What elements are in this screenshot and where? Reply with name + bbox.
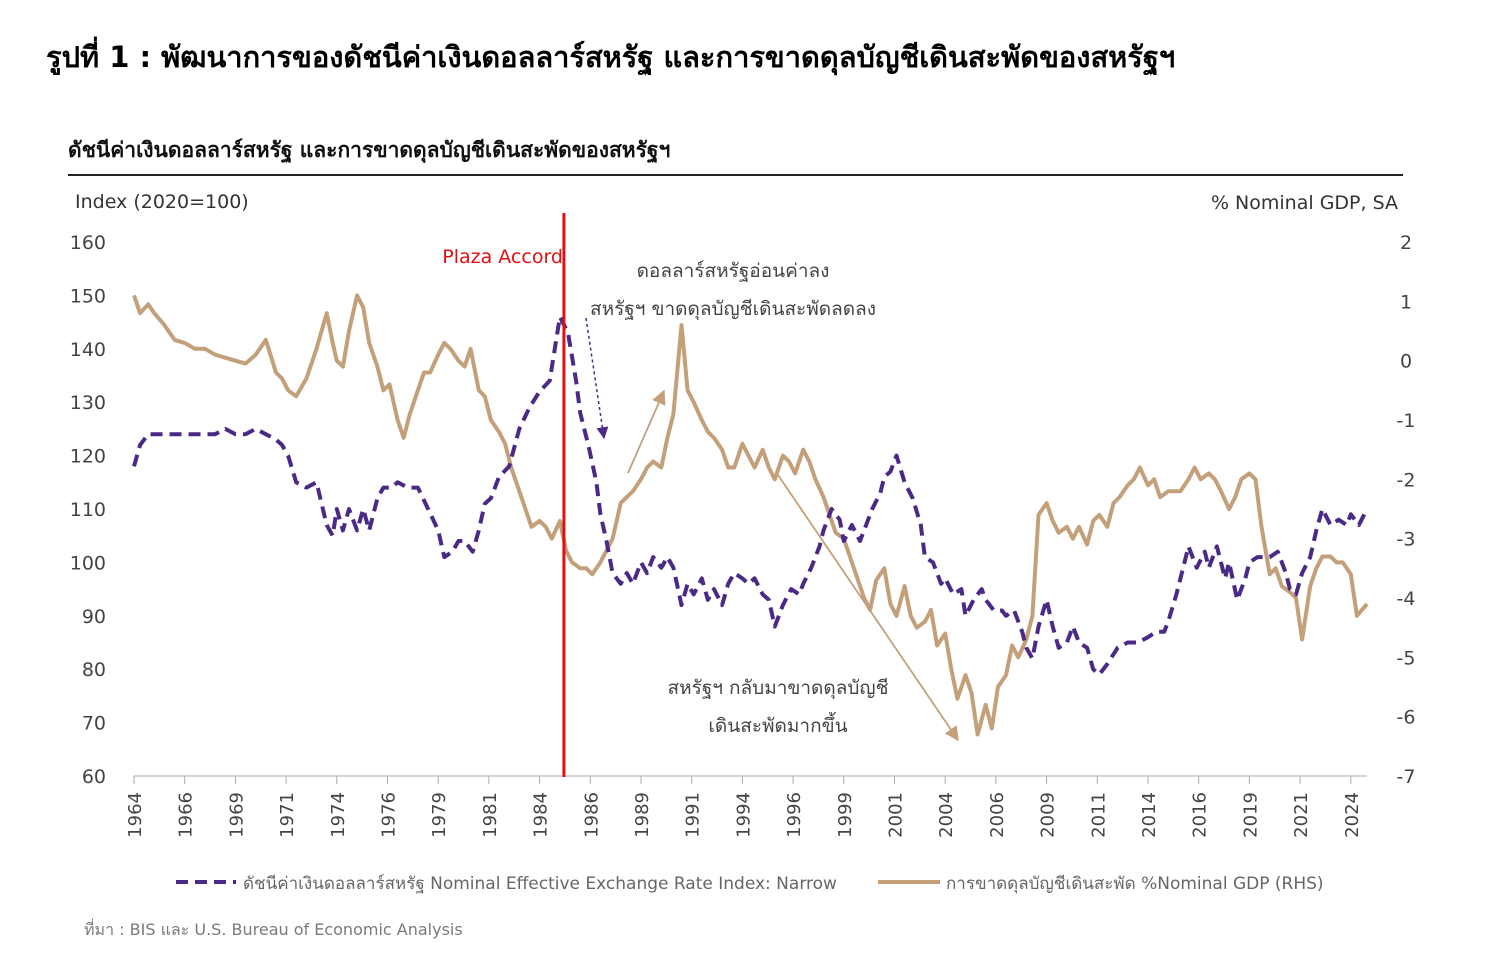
x-tick-label: 1984	[531, 792, 552, 838]
x-tick-label: 2004	[936, 792, 957, 838]
x-tick-label: 1974	[328, 792, 349, 838]
left-tick-label: 90	[82, 606, 106, 628]
x-tick-label: 2021	[1291, 792, 1312, 838]
right-tick-label: -4	[1397, 588, 1416, 610]
x-tick-label: 1994	[733, 792, 754, 838]
x-tick-label: 1976	[378, 792, 399, 838]
x-tick-label: 2001	[885, 792, 906, 838]
annotation-deficit-2: เดินสะพัดมากขึ้น	[708, 712, 847, 737]
left-tick-label: 150	[70, 285, 106, 307]
right-tick-label: 0	[1400, 351, 1412, 373]
right-axis-label: % Nominal GDP, SA	[1211, 192, 1398, 214]
annotation-deficit-1: สหรัฐฯ กลับมาขาดดุลบัญชี	[667, 677, 888, 700]
annotation-weaker-dollar-2: สหรัฐฯ ขาดดุลบัญชีเดินสะพัดลดลง	[590, 298, 876, 321]
x-tick-label: 1981	[480, 792, 501, 838]
figure-title: รูปที่ 1 : พัฒนาการของดัชนีค่าเงินดอลลาร…	[46, 40, 1176, 74]
right-axis-ticks: 2 1 0 -1 -2 -3 -4 -5 -6 -7	[1397, 232, 1416, 788]
x-tick-label: 1986	[581, 792, 602, 838]
title-divider	[68, 174, 1403, 176]
left-tick-label: 120	[70, 446, 106, 468]
x-tick-label: 2006	[987, 792, 1008, 838]
legend: ดัชนีค่าเงินดอลลาร์สหรัฐ Nominal Effecti…	[176, 874, 1324, 894]
right-tick-label: -5	[1397, 647, 1416, 669]
x-tick-label: 1971	[277, 792, 298, 838]
x-tick-label: 1969	[226, 792, 247, 838]
right-tick-label: -7	[1397, 766, 1416, 788]
left-tick-label: 80	[82, 659, 106, 681]
x-tick-label: 1964	[125, 792, 146, 838]
current-account-line	[132, 293, 1369, 737]
annotation-weaker-dollar-1: ดอลลาร์สหรัฐอ่อนค่าลง	[637, 260, 830, 282]
x-tick-label: 1996	[784, 792, 805, 838]
x-axis-ticks: 1964 1966 1969 1971 1974 1976 1979 1981 1984 1986…	[125, 776, 1363, 838]
left-tick-label: 110	[70, 499, 106, 521]
left-tick-label: 140	[70, 339, 106, 361]
right-tick-label: -3	[1397, 529, 1416, 551]
x-tick-label: 2009	[1038, 792, 1059, 838]
x-tick-label: 1979	[429, 792, 450, 838]
annotation-arrow-up	[627, 389, 666, 474]
left-tick-label: 160	[70, 232, 106, 254]
annotation-arrow-down	[777, 474, 959, 742]
x-tick-label: 2024	[1342, 792, 1363, 838]
x-tick-label: 2019	[1240, 792, 1261, 838]
left-tick-label: 100	[70, 552, 106, 574]
left-tick-label: 130	[70, 392, 106, 414]
right-tick-label: -2	[1397, 469, 1416, 491]
right-tick-label: 1	[1400, 291, 1412, 313]
left-tick-label: 60	[82, 766, 106, 788]
nominal-index-line	[132, 314, 1369, 677]
left-axis-label: Index (2020=100)	[75, 191, 249, 213]
left-tick-label: 70	[82, 713, 106, 735]
x-tick-label: 1966	[176, 792, 197, 838]
annotation-arrow-purple	[585, 317, 609, 440]
x-tick-label: 2014	[1139, 792, 1160, 838]
source-note: ที่มา : BIS และ U.S. Bureau of Economic …	[84, 920, 463, 939]
legend-label-current-account: การขาดดุลบัญชีเดินสะพัด %Nominal GDP (RH…	[946, 874, 1324, 894]
x-tick-label: 1989	[632, 792, 653, 838]
right-tick-label: -1	[1397, 410, 1416, 432]
chart-title: ดัชนีค่าเงินดอลลาร์สหรัฐ และการขาดดุลบัญ…	[68, 138, 671, 162]
x-tick-label: 1999	[835, 792, 856, 838]
plaza-accord-label: Plaza Accord	[442, 246, 563, 268]
x-tick-label: 2011	[1088, 792, 1109, 838]
right-tick-label: -6	[1397, 707, 1416, 729]
x-tick-label: 1991	[683, 792, 704, 838]
right-tick-label: 2	[1400, 232, 1412, 254]
x-tick-label: 2016	[1190, 792, 1211, 838]
legend-label-nominal-index: ดัชนีค่าเงินดอลลาร์สหรัฐ Nominal Effecti…	[243, 874, 837, 894]
left-axis-ticks: 160 150 140 130 120 110 100 90 80 70 60	[70, 232, 106, 788]
